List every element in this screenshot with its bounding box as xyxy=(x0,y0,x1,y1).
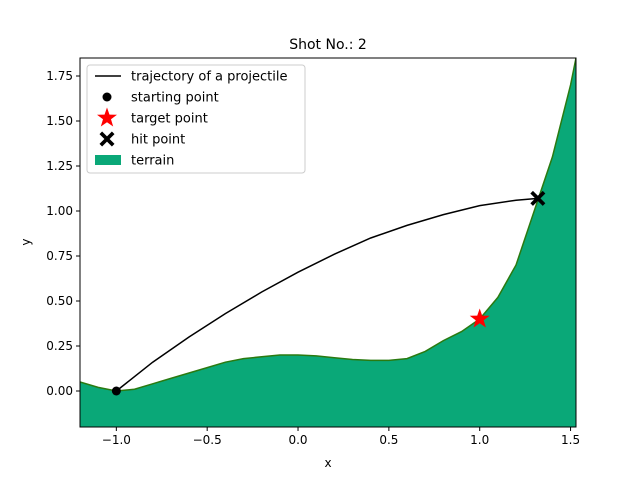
x-axis-label: x xyxy=(324,456,331,470)
y-tick-label: 0.00 xyxy=(46,384,73,398)
y-tick-label: 1.75 xyxy=(46,69,73,83)
y-tick-label: 1.00 xyxy=(46,204,73,218)
starting-point-marker xyxy=(111,386,121,396)
x-tick-label: 1.0 xyxy=(470,433,489,447)
legend-label: hit point xyxy=(131,133,185,148)
legend-handle-starting-point xyxy=(102,92,112,102)
legend-label: starting point xyxy=(131,91,219,106)
hit-point-marker xyxy=(530,190,546,206)
legend-handle-hit-point xyxy=(99,131,115,147)
y-axis: 0.00 0.25 0.50 0.75 1.00 1.25 1.50 1.75 xyxy=(46,69,80,398)
legend-label: target point xyxy=(131,112,208,127)
terrain-edge xyxy=(80,58,576,392)
trajectory-line xyxy=(115,197,538,392)
x-tick-label: 0.5 xyxy=(379,433,398,447)
legend-box xyxy=(86,64,306,174)
x-tick-label: −1.0 xyxy=(102,433,131,447)
legend: trajectory of a projectile starting point… xyxy=(86,64,306,174)
plot-area xyxy=(80,58,576,427)
y-tick-label: 1.25 xyxy=(46,159,73,173)
y-tick-label: 0.75 xyxy=(46,249,73,263)
chart-title: Shot No.: 2 xyxy=(289,37,367,53)
legend-handle-target-point xyxy=(97,107,117,127)
target-point-marker xyxy=(469,308,490,328)
legend-label: trajectory of a projectile xyxy=(131,70,288,85)
x-tick-label: −0.5 xyxy=(193,433,222,447)
y-tick-label: 0.50 xyxy=(46,294,73,308)
legend-label: terrain xyxy=(131,154,174,169)
plot-clip-group xyxy=(80,58,576,427)
y-tick-label: 1.50 xyxy=(46,114,73,128)
y-tick-label: 0.25 xyxy=(46,339,73,353)
x-tick-label: 0.0 xyxy=(288,433,307,447)
axes-frame xyxy=(79,57,577,428)
x-axis: −1.0 −0.5 0.0 0.5 1.0 1.5 xyxy=(102,427,580,447)
x-tick-label: 1.5 xyxy=(561,433,580,447)
y-axis-label: y xyxy=(19,238,33,245)
legend-handle-terrain xyxy=(95,155,121,165)
